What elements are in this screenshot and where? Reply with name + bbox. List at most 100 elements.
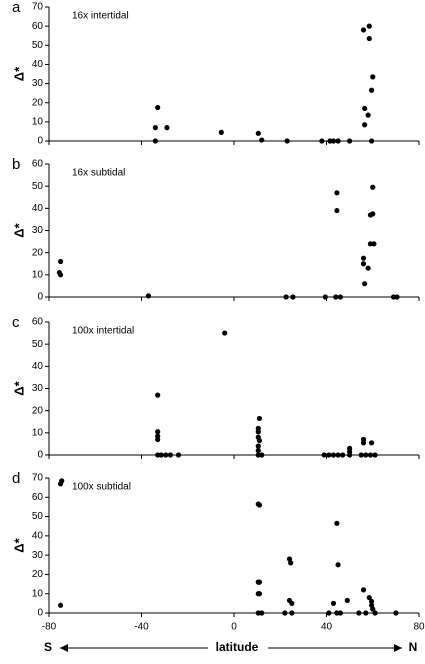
y-tick-label: 60 [32,492,44,503]
point [337,610,343,616]
y-tick-label: 50 [32,511,44,522]
point [356,610,362,616]
arrow-head-right [394,644,402,652]
point [282,610,288,616]
point [363,610,369,616]
panel-label: d [12,470,20,487]
point [335,452,341,458]
point [152,138,158,144]
y-tick-label: 40 [32,59,44,70]
point [368,138,375,144]
point [362,281,368,287]
point [347,138,353,144]
point [370,184,376,190]
y-tick-label: 40 [32,361,44,372]
point [289,610,295,616]
point [175,452,182,458]
panel-label: a [12,0,21,16]
panel-title: 16x subtidal [72,168,125,179]
y-tick-label: 70 [32,2,44,13]
point [366,35,372,42]
point [337,294,343,300]
point [284,138,290,144]
y-tick-label: 20 [32,247,44,258]
point [330,138,337,144]
y-tick-label: 10 [32,269,44,280]
point [360,255,367,261]
point [164,125,170,131]
point [370,74,376,80]
point [322,294,328,300]
point [335,562,341,568]
point [340,452,346,458]
point [57,481,64,487]
point [358,452,364,458]
point [334,207,340,214]
x-axis-left: S [44,640,52,654]
point [360,587,367,593]
y-axis-label: Δ* [11,222,26,237]
point [57,272,64,278]
y-tick-label: 60 [32,317,44,328]
point [218,129,224,135]
point [362,122,368,128]
x-tick-label: 0 [231,622,237,633]
point [367,452,374,458]
x-tick-label: 40 [321,622,333,633]
y-tick-label: 50 [32,339,44,350]
y-axis-label: Δ* [11,537,26,552]
panel-title: 100x intertidal [72,326,134,337]
point [256,415,263,422]
point [155,392,161,398]
point [371,241,377,247]
point [57,602,64,608]
point [321,452,327,458]
y-tick-label: 0 [37,292,43,303]
point [256,591,263,597]
point [344,597,350,604]
y-tick-label: 50 [32,40,44,51]
x-tick-label: -40 [134,622,149,633]
panel-title: 16x intertidal [72,11,129,22]
point [256,437,263,444]
point [222,330,228,336]
point [326,610,332,616]
point [347,449,353,455]
point [326,452,332,458]
y-axis-label: Δ* [11,66,26,81]
point [319,138,325,144]
y-tick-label: 60 [32,21,44,32]
point [158,452,164,458]
panel-label: b [12,156,20,173]
point [362,105,368,112]
point [255,130,261,136]
point [145,293,152,299]
point [370,211,376,217]
point [155,104,161,111]
point [333,294,339,300]
point [256,579,263,585]
point [57,258,64,265]
point [283,294,289,300]
point [368,598,375,605]
y-tick-label: 20 [32,97,44,108]
y-tick-label: 10 [32,588,44,599]
point [366,23,372,29]
point [363,452,369,458]
y-tick-label: 30 [32,383,44,394]
x-tick-label: -80 [42,622,57,633]
point [393,610,399,616]
y-tick-label: 0 [37,450,43,461]
point [365,265,371,271]
point [289,600,295,606]
point [259,137,265,143]
y-tick-label: 0 [37,136,43,147]
y-tick-label: 50 [32,181,44,192]
point [330,452,337,458]
point [163,452,169,458]
y-tick-label: 30 [32,550,44,561]
point [290,294,296,300]
point [255,429,261,435]
point [334,520,340,526]
